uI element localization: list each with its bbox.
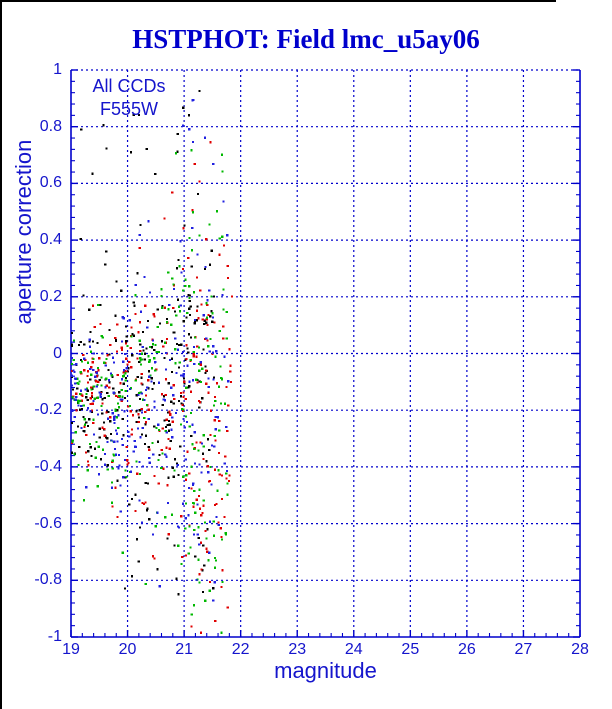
x-tick-label: 22 (231, 641, 250, 658)
x-tick-label: 25 (401, 641, 420, 658)
window-edge-top (0, 0, 556, 2)
y-tick-label: 0 (53, 344, 62, 362)
y-tick-label: 0.4 (39, 231, 62, 249)
plot-legend: All CCDs F555W (84, 75, 174, 121)
y-tick-label: 0.8 (39, 117, 62, 135)
x-tick-label: 20 (118, 641, 137, 658)
y-tick-label: -0.6 (34, 514, 62, 532)
page-title: HSTPHOT: Field lmc_u5ay06 (132, 24, 480, 54)
x-tick-label: 23 (288, 641, 307, 658)
window-edge-left (0, 0, 2, 709)
x-tick-label: 26 (457, 641, 476, 658)
y-tick-label: 0.6 (39, 174, 62, 192)
legend-line-ccds: All CCDs (92, 76, 166, 96)
x-tick-label: 27 (514, 641, 533, 658)
x-tick-label: 24 (344, 641, 363, 658)
x-tick-label: 28 (571, 641, 589, 658)
legend-line-filter: F555W (99, 99, 159, 119)
y-tick-label: -1 (47, 628, 62, 645)
x-tick-label: 19 (62, 641, 80, 658)
y-tick-label: -0.8 (34, 571, 62, 589)
y-tick-label: -0.2 (34, 401, 62, 419)
y-tick-label: 1 (53, 61, 62, 78)
y-tick-label: -0.4 (34, 457, 62, 475)
x-tick-label: 21 (175, 641, 193, 658)
x-axis-title: magnitude (274, 658, 377, 683)
y-tick-label: 0.2 (39, 287, 62, 305)
